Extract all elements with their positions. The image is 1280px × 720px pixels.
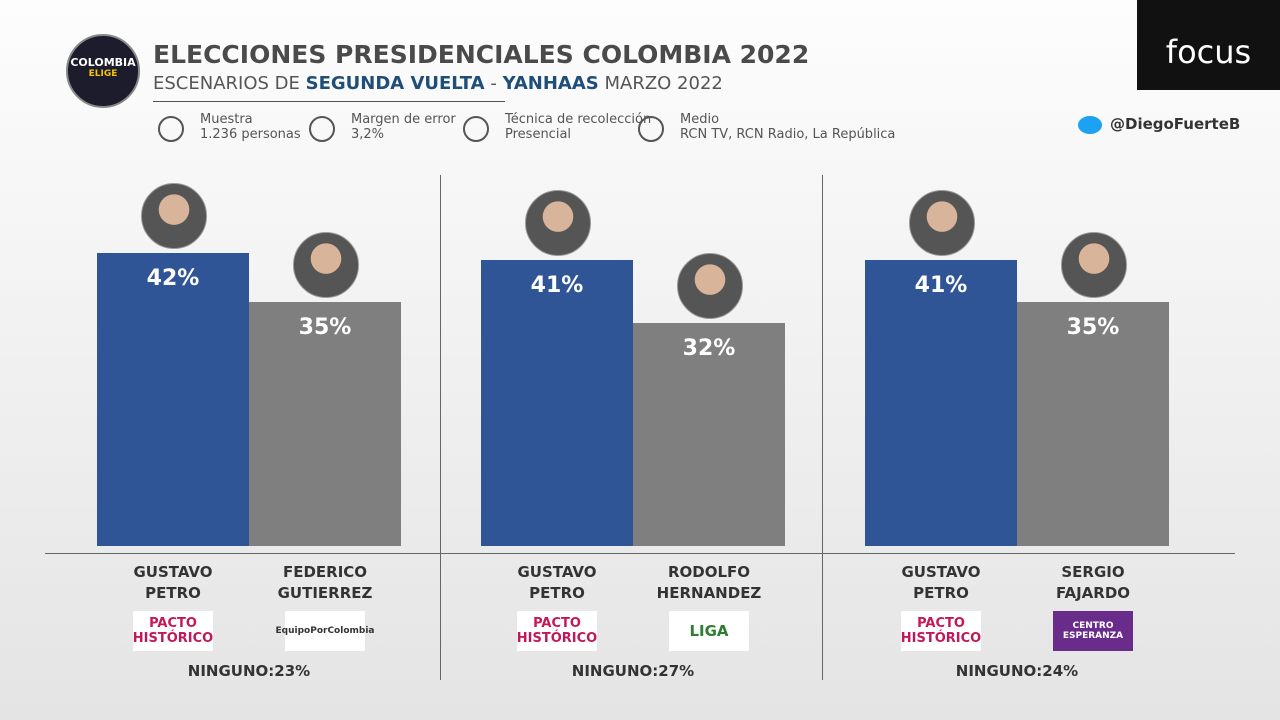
candidate-photo bbox=[141, 183, 207, 250]
candidate-name: GUSTAVO PETRO bbox=[517, 563, 597, 602]
subtitle-part: - bbox=[484, 73, 503, 94]
candidate-name: GUSTAVO PETRO bbox=[901, 563, 981, 602]
bar bbox=[865, 260, 1017, 546]
party-logo: CENTRO ESPERANZA bbox=[1053, 611, 1133, 651]
twitter-icon bbox=[1078, 116, 1102, 134]
info-value: 3,2% bbox=[351, 127, 385, 142]
info-item: Medio RCN TV, RCN Radio, La República bbox=[680, 112, 895, 142]
info-icon bbox=[158, 116, 184, 142]
bar bbox=[97, 253, 249, 546]
party-logo: PACTO HISTÓRICO bbox=[517, 611, 597, 651]
none-note: NINGUNO:27% bbox=[571, 662, 695, 680]
info-label: Medio bbox=[680, 112, 720, 127]
bar bbox=[249, 302, 401, 546]
subtitle-part: ESCENARIOS DE bbox=[153, 73, 306, 94]
candidate-photo bbox=[293, 232, 359, 299]
candidate-name: GUSTAVO PETRO bbox=[133, 563, 213, 602]
value-label: 41% bbox=[530, 273, 584, 299]
info-item: Técnica de recolección Presencial bbox=[505, 112, 651, 142]
party-logo: LIGA bbox=[669, 611, 749, 651]
info-icon bbox=[463, 116, 489, 142]
value-label: 35% bbox=[298, 315, 352, 341]
info-item: Muestra 1.236 personas bbox=[200, 112, 301, 142]
twitter-handle[interactable]: @DiegoFuerteB bbox=[1110, 115, 1241, 133]
bar bbox=[633, 322, 785, 546]
info-icon bbox=[638, 116, 664, 142]
logo-tag: ELIGE bbox=[88, 69, 118, 79]
brand: focus bbox=[1137, 0, 1280, 90]
info-value: 1.236 personas bbox=[200, 127, 301, 142]
value-label: 32% bbox=[682, 335, 736, 361]
none-note: NINGUNO:24% bbox=[955, 662, 1079, 680]
candidate-photo bbox=[909, 190, 975, 257]
none-note: NINGUNO:23% bbox=[187, 662, 311, 680]
info-label: Técnica de recolección bbox=[505, 112, 652, 127]
baseline bbox=[45, 553, 1235, 554]
info-value: Presencial bbox=[505, 127, 572, 142]
party-logo: EquipoPorColombia bbox=[276, 611, 374, 651]
bar bbox=[1017, 302, 1169, 546]
candidate-name: RODOLFO HERNANDEZ bbox=[656, 563, 762, 602]
party-logo: PACTO HISTÓRICO bbox=[901, 611, 981, 651]
candidate-name: FEDERICO GUTIERREZ bbox=[277, 563, 373, 602]
info-value: RCN TV, RCN Radio, La República bbox=[680, 127, 896, 142]
info-label: Margen de error bbox=[351, 112, 456, 127]
candidate-photo bbox=[677, 252, 743, 319]
candidate-photo bbox=[525, 190, 591, 257]
subtitle-part: SEGUNDA VUELTA bbox=[305, 73, 485, 94]
subtitle: ESCENARIOS DE SEGUNDA VUELTA - YANHAAS M… bbox=[153, 73, 723, 94]
separator bbox=[822, 175, 823, 680]
logo-name: COLOMBIA bbox=[70, 56, 136, 69]
logo: COLOMBIA ELIGE bbox=[66, 34, 140, 108]
info-label: Muestra bbox=[200, 112, 253, 127]
info-icon bbox=[309, 116, 335, 142]
value-label: 42% bbox=[146, 266, 200, 292]
info-item: Margen de error 3,2% bbox=[351, 112, 456, 142]
subtitle-part: MARZO 2022 bbox=[598, 73, 723, 94]
candidate-name: SERGIO FAJARDO bbox=[1055, 563, 1131, 602]
rule bbox=[153, 101, 505, 102]
separator bbox=[440, 175, 441, 680]
candidate-photo bbox=[1061, 232, 1127, 299]
party-logo: PACTO HISTÓRICO bbox=[133, 611, 213, 651]
subtitle-part: YANHAAS bbox=[502, 73, 599, 94]
value-label: 35% bbox=[1066, 315, 1120, 341]
title: ELECCIONES PRESIDENCIALES COLOMBIA 2022 bbox=[153, 40, 810, 69]
bar bbox=[481, 260, 633, 546]
value-label: 41% bbox=[914, 273, 968, 299]
